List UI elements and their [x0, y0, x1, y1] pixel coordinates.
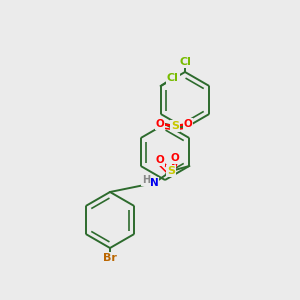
- Text: Br: Br: [103, 253, 117, 263]
- Text: H: H: [142, 175, 150, 185]
- Text: S: S: [171, 121, 179, 131]
- Text: S: S: [167, 166, 175, 176]
- Text: O: O: [156, 119, 164, 129]
- Text: O: O: [156, 155, 165, 165]
- Text: Cl: Cl: [167, 73, 179, 83]
- Text: Cl: Cl: [179, 57, 191, 67]
- Text: O: O: [184, 119, 192, 129]
- Text: O: O: [171, 153, 180, 163]
- Text: N: N: [150, 178, 159, 188]
